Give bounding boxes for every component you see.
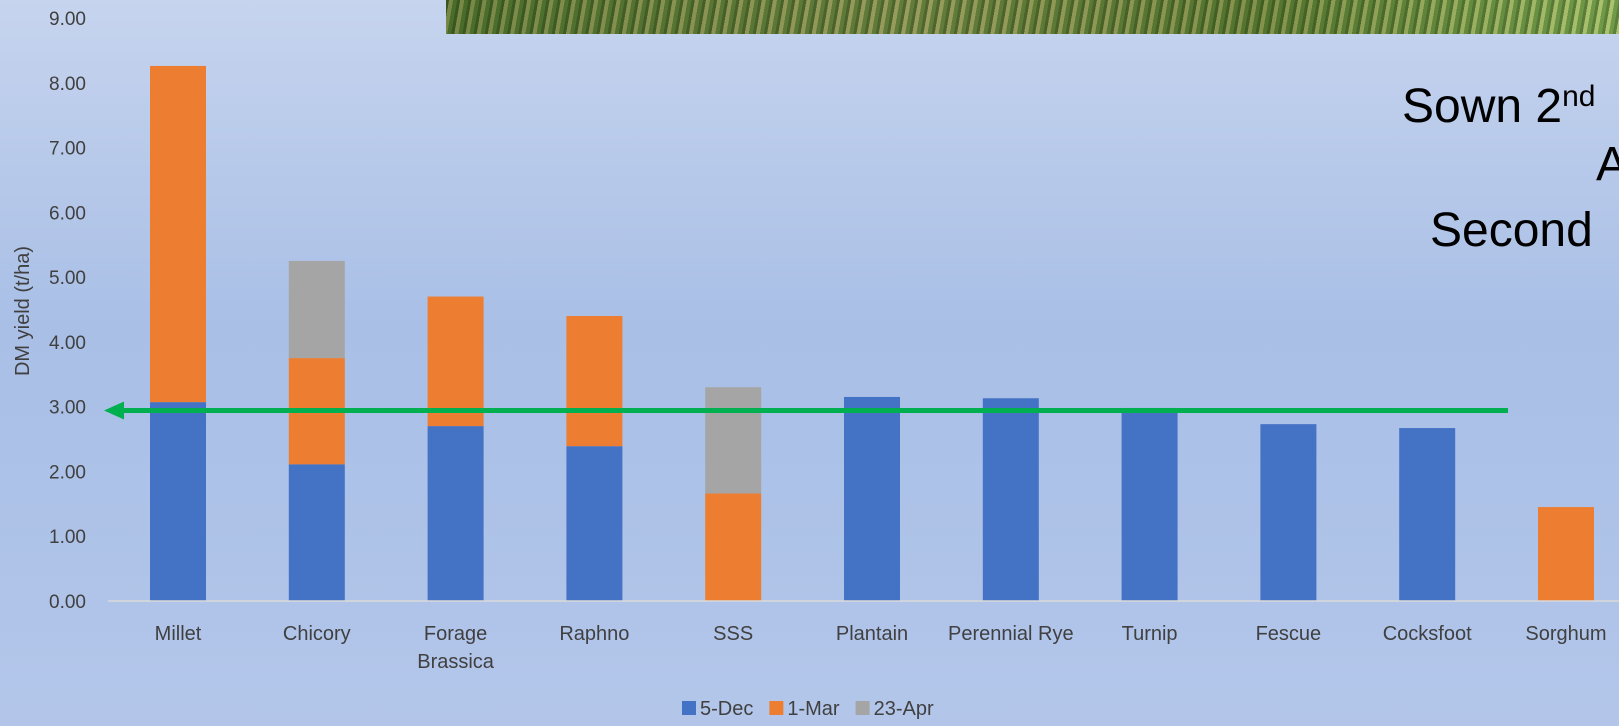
background-photo: [446, 0, 1619, 34]
x-category-label: Turnip: [1122, 623, 1178, 645]
bar-segment: [150, 402, 206, 601]
x-category-label: Plantain: [836, 623, 908, 645]
x-category-label: Cocksfoot: [1383, 623, 1472, 645]
x-category-label: Millet: [155, 623, 202, 645]
y-axis-ticks: 0.00 1.00 2.00 3.00 4.00 5.00 6.00 7.00 8.00 9.00: [49, 9, 86, 613]
overlay-text-line1-main: Sown 2: [1402, 80, 1562, 133]
bar-segment: [566, 315, 623, 447]
x-category-label: Sorghum: [1525, 623, 1606, 645]
x-category-label: Fescue: [1256, 623, 1322, 645]
legend-label: 23-Apr: [874, 698, 934, 720]
bar-segment: [566, 446, 623, 601]
legend-swatch: [682, 701, 696, 715]
legend-swatch: [855, 701, 870, 715]
bar-segment: [844, 396, 900, 601]
bar-segment: [1121, 407, 1178, 601]
bar-segment: [982, 398, 1039, 601]
legend-label: 1-Mar: [787, 698, 840, 720]
y-tick-label: 6.00: [49, 203, 86, 224]
y-tick-label: 5.00: [49, 268, 86, 289]
overlay-text-line1-sup: nd: [1562, 80, 1595, 113]
legend-label: 5-Dec: [700, 698, 753, 720]
y-tick-label: 9.00: [49, 9, 86, 30]
y-tick-label: 4.00: [49, 333, 86, 354]
x-axis-categories: Millet Chicory Forage Brassica Raphno SSS Plan…: [155, 623, 1607, 673]
bar-segment: [427, 426, 484, 601]
bar-segment: [1399, 428, 1456, 601]
x-category-label: Perennial Rye: [948, 623, 1074, 645]
overlay-text-line2: A: [1596, 138, 1619, 191]
bar-segment: [288, 464, 345, 601]
y-tick-label: 0.00: [49, 592, 86, 613]
x-category-label: Forage Brassica: [417, 623, 495, 673]
bar-segment: [427, 296, 484, 427]
y-tick-label: 8.00: [49, 74, 86, 95]
y-tick-label: 1.00: [49, 527, 86, 548]
reference-arrowhead: [104, 401, 124, 420]
bars: [150, 65, 1594, 601]
legend: 5-Dec 1-Mar 23-Apr: [682, 698, 934, 720]
reference-line: [104, 401, 1508, 420]
overlay-text-line3: Second: [1430, 204, 1593, 257]
bar-segment: [150, 65, 206, 403]
bar-segment: [705, 387, 762, 494]
bar-segment: [1260, 424, 1317, 601]
bar-segment: [1538, 507, 1594, 601]
y-tick-label: 7.00: [49, 139, 86, 160]
y-tick-label: 2.00: [49, 462, 86, 483]
y-tick-label: 3.00: [49, 398, 86, 419]
x-category-label: Raphno: [559, 623, 629, 645]
bar-segment: [288, 260, 345, 359]
x-category-label: Chicory: [283, 623, 351, 645]
overlay-text-line1: Sown 2nd: [1402, 80, 1595, 133]
legend-swatch: [769, 701, 784, 715]
y-axis-label: DM yield (t/ha): [12, 246, 34, 376]
x-category-label: SSS: [713, 623, 753, 645]
bar-segment: [705, 493, 762, 601]
